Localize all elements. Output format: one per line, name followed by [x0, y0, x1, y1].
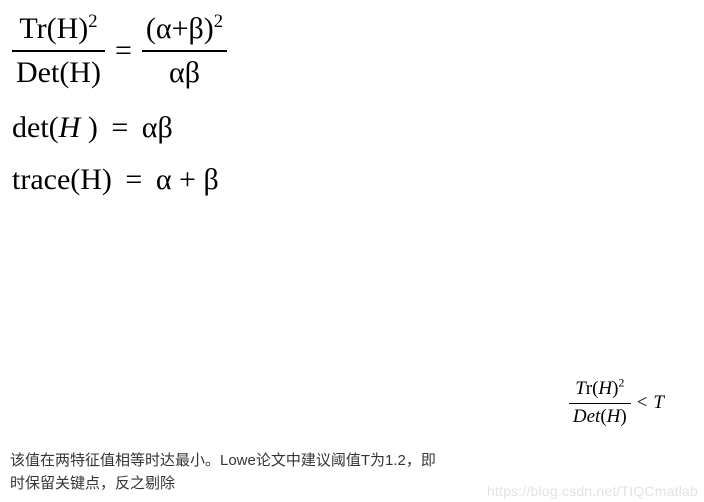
th-den-det: Det [573, 406, 600, 427]
trace-lhs: trace(H) [12, 163, 112, 196]
threshold-t: T [653, 392, 664, 415]
th-den-h: H [607, 406, 621, 427]
equals-sign: = [111, 111, 128, 144]
para-line-2: 时保留关键点，反之剔除 [10, 473, 436, 496]
equation-trace: trace(H) = α + β [12, 163, 692, 197]
det-lhs-h: H [59, 111, 81, 144]
th-num-h: H [598, 378, 612, 399]
equals-sign: = [125, 163, 142, 196]
equals-sign: = [115, 32, 132, 70]
alpha-beta-sum: (α+β) [146, 12, 214, 45]
para-line-1: 该值在两特征值相等时达最小。Lowe论文中建议阈值T为1.2，即 [10, 450, 436, 473]
alpha-beta-prod: αβ [165, 54, 204, 92]
th-num-r: r( [586, 378, 599, 399]
det-h: Det(H) [12, 54, 105, 92]
fraction-right: (α+β)2 αβ [142, 10, 227, 91]
exponent: 2 [214, 11, 223, 32]
less-than-sign: < [637, 392, 648, 415]
exponent: 2 [88, 11, 97, 32]
trace-h: Tr(H) [19, 12, 88, 45]
fraction-bar [12, 50, 105, 52]
equation-ratio: Tr(H)2 Det(H) = (α+β)2 αβ [12, 10, 692, 91]
watermark-text: https://blog.csdn.net/TIQCmatlab [487, 483, 698, 499]
trace-rhs: α + β [156, 163, 219, 196]
det-rhs: αβ [142, 111, 173, 144]
fraction-bar [569, 403, 631, 404]
fraction-threshold: Tr(H)2 Det(H) [569, 378, 631, 429]
det-lhs-b: ) [80, 111, 98, 144]
exponent: 2 [618, 377, 624, 390]
th-den-close: ) [620, 406, 626, 427]
description-paragraph: 该值在两特征值相等时达最小。Lowe论文中建议阈值T为1.2，即 时保留关键点，… [10, 450, 436, 495]
equation-threshold: Tr(H)2 Det(H) < T [569, 378, 664, 429]
fraction-left: Tr(H)2 Det(H) [12, 10, 105, 91]
fraction-bar [142, 50, 227, 52]
th-num-t: T [575, 378, 586, 399]
det-lhs-a: det( [12, 111, 59, 144]
equation-det: det(H ) = αβ [12, 111, 692, 145]
